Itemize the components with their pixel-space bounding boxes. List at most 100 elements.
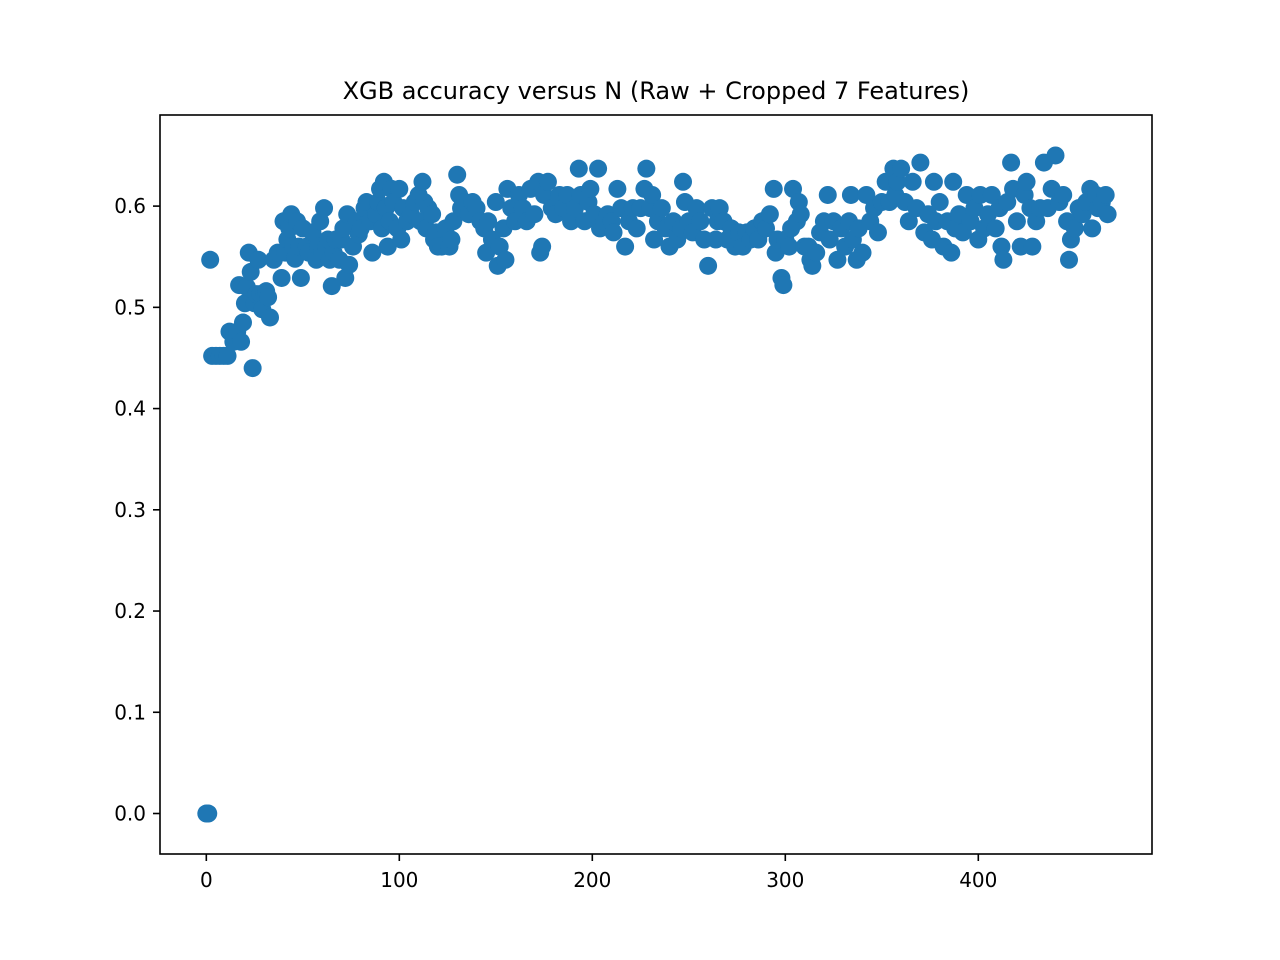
data-point: [992, 237, 1011, 256]
data-point: [957, 185, 976, 204]
y-tick-label: 0.1: [114, 700, 146, 724]
x-tick-label: 0: [200, 868, 213, 892]
data-point: [911, 153, 930, 172]
y-tick-label: 0.3: [114, 498, 146, 522]
data-point: [930, 193, 949, 212]
data-point: [868, 223, 887, 242]
data-point: [645, 230, 664, 249]
data-point: [1096, 185, 1115, 204]
data-point: [486, 193, 505, 212]
data-point: [604, 223, 623, 242]
data-point: [699, 256, 718, 275]
data-point: [807, 243, 826, 262]
x-tick-label: 300: [766, 868, 804, 892]
data-point: [942, 243, 961, 262]
data-point: [1017, 172, 1036, 191]
data-point: [791, 205, 810, 224]
data-point: [1054, 185, 1073, 204]
data-point: [249, 250, 268, 269]
data-point: [627, 219, 646, 238]
data-point: [199, 804, 218, 823]
y-tick-label: 0.5: [114, 295, 146, 319]
data-point: [899, 212, 918, 231]
data-point: [757, 219, 776, 238]
data-point: [315, 199, 334, 218]
data-point: [581, 179, 600, 198]
data-point: [1023, 237, 1042, 256]
data-points: [197, 146, 1117, 823]
data-point: [261, 308, 280, 327]
x-tick-label: 200: [573, 868, 611, 892]
data-point: [392, 230, 411, 249]
data-point: [1002, 153, 1021, 172]
data-point: [643, 185, 662, 204]
data-point: [448, 165, 467, 184]
data-point: [986, 219, 1005, 238]
data-point: [233, 313, 252, 332]
data-point: [652, 199, 671, 218]
data-point: [378, 237, 397, 256]
data-point: [479, 212, 498, 231]
data-point: [496, 250, 515, 269]
data-point: [232, 332, 251, 351]
data-point: [569, 159, 588, 178]
data-point: [1007, 212, 1026, 231]
data-point: [444, 212, 463, 231]
data-point: [322, 277, 341, 296]
data-point: [243, 359, 262, 378]
data-point: [218, 346, 237, 365]
data-point: [1098, 205, 1117, 224]
data-point: [853, 243, 872, 262]
data-point: [533, 237, 552, 256]
data-point: [674, 172, 693, 191]
data-point: [944, 172, 963, 191]
data-point: [201, 250, 220, 269]
data-point: [691, 212, 710, 231]
x-tick-label: 100: [380, 868, 418, 892]
data-point: [1060, 250, 1079, 269]
data-point: [982, 185, 1001, 204]
data-point: [272, 268, 291, 287]
y-tick-label: 0.0: [114, 802, 146, 826]
data-point: [820, 230, 839, 249]
plot-area-frame: [159, 114, 1153, 855]
data-point: [616, 237, 635, 256]
data-point: [259, 288, 278, 307]
chart-title: XGB accuracy versus N (Raw + Cropped 7 F…: [343, 77, 970, 105]
data-point: [334, 219, 353, 238]
data-point: [340, 255, 359, 274]
data-point: [1046, 146, 1065, 165]
data-point: [766, 243, 785, 262]
data-point: [291, 268, 310, 287]
data-point: [413, 172, 432, 191]
data-point: [818, 185, 837, 204]
data-point: [1065, 219, 1084, 238]
data-point: [525, 205, 544, 224]
y-tick-label: 0.6: [114, 194, 146, 218]
data-point: [363, 243, 382, 262]
data-point: [608, 179, 627, 198]
data-point: [857, 185, 876, 204]
y-tick-label: 0.4: [114, 397, 146, 421]
data-point: [442, 230, 461, 249]
data-point: [892, 159, 911, 178]
data-point: [841, 185, 860, 204]
data-point: [903, 172, 922, 191]
data-point: [589, 159, 608, 178]
y-tick-label: 0.2: [114, 599, 146, 623]
x-tick-label: 400: [959, 868, 997, 892]
data-point: [423, 205, 442, 224]
data-point: [558, 185, 577, 204]
data-point: [780, 237, 799, 256]
data-point: [760, 205, 779, 224]
data-point: [764, 179, 783, 198]
data-point: [774, 276, 793, 295]
data-point: [924, 172, 943, 191]
data-point: [828, 250, 847, 269]
data-point: [994, 250, 1013, 269]
data-point: [637, 159, 656, 178]
data-point: [1083, 219, 1102, 238]
axis-ticks: 0 100 200 300 400 0.0 0.1 0.2 0.3 0.4 0.5 0.6: [114, 194, 997, 892]
